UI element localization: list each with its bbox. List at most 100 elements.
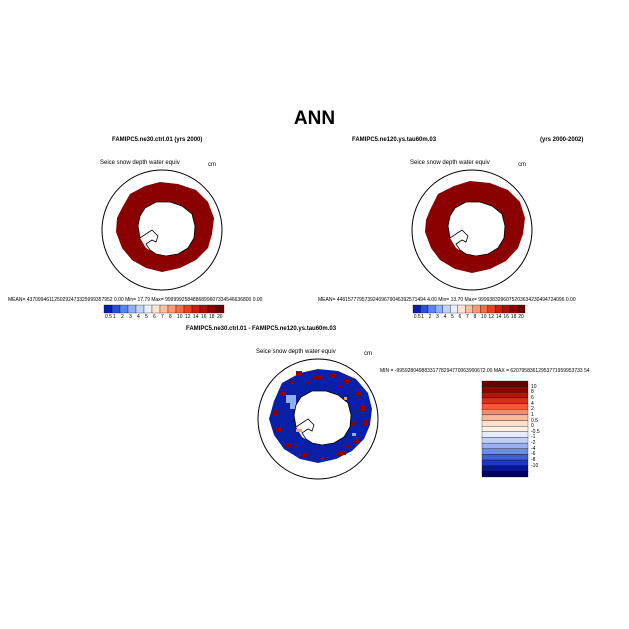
colorbar-tick-label: -1 <box>531 434 536 441</box>
colorbar-tick-label: 3 <box>436 314 439 320</box>
colorbar-swatch <box>481 437 529 444</box>
panel3-antarctica-coastline <box>293 390 352 446</box>
colorbar-swatch <box>183 304 193 314</box>
colorbar-tick-label: 5 <box>451 314 454 320</box>
colorbar-swatch <box>481 448 529 455</box>
colorbar-tick-label: 6 <box>458 314 462 320</box>
panel3-colorbar <box>481 380 529 478</box>
colorbar-swatch <box>481 465 529 472</box>
colorbar-swatch <box>159 304 169 314</box>
colorbar-swatch <box>435 304 444 314</box>
colorbar-swatch <box>450 304 458 314</box>
colorbar-swatch <box>481 380 529 387</box>
panel3-stats: MIN = -99592804988331778294770063900672.… <box>380 368 590 374</box>
colorbar-swatch <box>191 304 201 314</box>
panel3-diff-light-patches <box>286 395 356 436</box>
colorbar-tick-label: 2 <box>428 314 432 320</box>
panel1-colorbar-ticks: 0.5 1 2 3 4 5 6 7 8 10 12 14 16 18 20 <box>104 314 224 322</box>
panel2-title: FAMIPC5.ne120.ys.tau60m.03 <box>352 137 437 143</box>
colorbar-swatch <box>151 304 161 314</box>
colorbar-swatch <box>481 392 529 399</box>
colorbar-swatch <box>481 397 529 404</box>
colorbar-swatch <box>427 304 436 314</box>
colorbar-tick-label: -10 <box>531 462 539 469</box>
panel3-variable-label: Seice snow depth water equiv <box>256 349 336 355</box>
panel2-colorbar <box>412 304 526 314</box>
panel2-sea-ice-ring <box>425 181 525 273</box>
colorbar-swatch <box>175 304 185 314</box>
colorbar-tick-label: 4 <box>531 400 534 407</box>
colorbar-tick-label: 4 <box>443 314 447 320</box>
panel1-sea-ice-ring <box>116 182 214 272</box>
colorbar-swatch <box>420 304 429 314</box>
colorbar-tick-label: 18 <box>510 314 517 320</box>
colorbar-tick-label: -0.5 <box>531 428 540 435</box>
panel2-years: (yrs 2000-2002) <box>540 137 584 143</box>
panel3-diff-ring-negative <box>269 369 372 463</box>
colorbar-tick-label: 1 <box>421 314 424 320</box>
panel3-units-label: cm <box>364 351 372 357</box>
colorbar-swatch <box>167 304 177 314</box>
colorbar-swatch <box>481 459 529 466</box>
colorbar-tick-label: -2 <box>531 440 536 447</box>
colorbar-swatch <box>412 304 421 314</box>
panel1-title: FAMIPC5.ne30.ctrl.01 (yrs 2000) <box>112 137 203 143</box>
colorbar-tick-label: 18 <box>209 314 215 320</box>
panel1-stats: MEAN= 4370994611250292473325999357952 0.… <box>8 297 263 303</box>
colorbar-swatch <box>517 304 526 314</box>
colorbar-swatch <box>119 304 129 314</box>
colorbar-tick-label: -4 <box>531 445 536 452</box>
colorbar-swatch <box>480 304 488 314</box>
colorbar-swatch <box>481 409 529 416</box>
colorbar-tick-label: 10 <box>531 383 537 390</box>
colorbar-tick-label: 7 <box>161 314 164 320</box>
panel3-diff-positive-patches <box>274 371 368 460</box>
colorbar-tick-label: 10 <box>177 314 183 320</box>
colorbar-swatch <box>481 471 529 478</box>
colorbar-swatch <box>442 304 451 314</box>
colorbar-tick-label: 5 <box>145 314 148 320</box>
panel1-units-label: cm <box>208 162 216 168</box>
colorbar-swatch <box>481 454 529 461</box>
colorbar-swatch <box>103 304 113 314</box>
colorbar-swatch <box>481 420 529 427</box>
colorbar-swatch <box>481 414 529 421</box>
colorbar-tick-label: 8 <box>531 389 534 396</box>
panel1-colorbar <box>103 304 225 314</box>
colorbar-tick-label: 1 <box>531 411 534 418</box>
colorbar-swatch <box>127 304 137 314</box>
colorbar-tick-label: 0.5 <box>105 314 112 320</box>
colorbar-swatch <box>481 403 529 410</box>
colorbar-swatch <box>215 304 225 314</box>
panel1-variable-label: Seice snow depth water equiv <box>100 160 180 166</box>
panel3-polar-map <box>257 358 379 480</box>
colorbar-swatch <box>481 386 529 393</box>
colorbar-tick-label: 0.5 <box>531 417 538 424</box>
colorbar-tick-label: 3 <box>129 314 132 320</box>
colorbar-tick-label: 16 <box>503 314 509 320</box>
colorbar-swatch <box>494 304 503 314</box>
colorbar-swatch <box>502 304 511 314</box>
panel2-variable-label: Seice snow depth water equiv <box>410 160 490 166</box>
colorbar-swatch <box>135 304 145 314</box>
colorbar-swatch <box>481 426 529 432</box>
panel2-colorbar-ticks: 0.5 1 2 3 4 5 6 7 8 10 12 14 16 18 20 <box>413 314 525 322</box>
colorbar-swatch <box>207 304 217 314</box>
colorbar-swatch <box>143 304 153 314</box>
panel1-polar-map <box>101 169 223 291</box>
colorbar-tick-label: 12 <box>488 314 494 320</box>
colorbar-tick-label: -6 <box>531 451 536 458</box>
colorbar-swatch <box>487 304 496 314</box>
colorbar-swatch <box>509 304 518 314</box>
colorbar-swatch <box>457 304 466 314</box>
colorbar-tick-label: 6 <box>531 394 534 401</box>
page-title: ANN <box>293 108 336 129</box>
colorbar-swatch <box>199 304 209 314</box>
panel2-polar-map <box>411 169 533 291</box>
colorbar-tick-label: 0 <box>531 423 534 430</box>
colorbar-swatch <box>481 442 529 449</box>
panel3-colorbar-ticks: 10 8 6 4 2 1 0.5 0 -0.5 -1 -2 -4 -6 -8 -10 <box>531 381 561 477</box>
colorbar-tick-label: 14 <box>193 314 199 320</box>
colorbar-tick-label: -8 <box>531 457 536 464</box>
colorbar-tick-label: 14 <box>495 314 502 320</box>
